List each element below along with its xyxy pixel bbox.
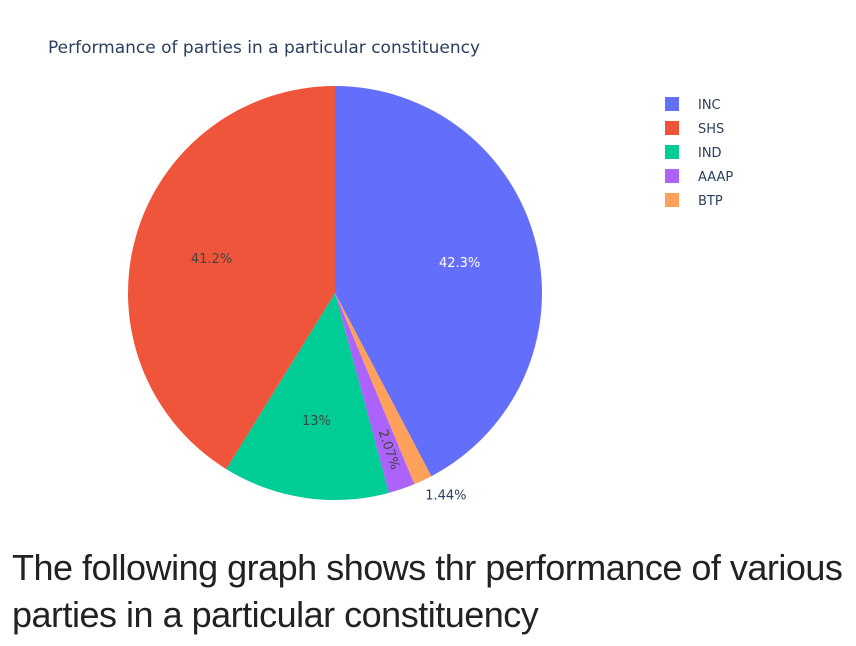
pie-slice-ind [226,293,389,500]
legend-label-ind: IND [698,146,722,161]
legend-item-aaap[interactable]: AAAP [665,169,733,185]
pie-label-shs: 41.2% [191,252,232,267]
legend-swatch-ind [665,145,679,159]
legend-swatch-shs [665,121,679,135]
legend: INC SHS IND AAAP BTP [665,97,733,209]
legend-label-btp: BTP [698,194,723,209]
chart-title: Performance of parties in a particular c… [48,38,480,58]
legend-item-btp[interactable]: BTP [665,193,723,209]
legend-label-inc: INC [698,98,721,113]
pie-label-ind: 13% [302,414,331,429]
legend-item-inc[interactable]: INC [665,97,721,113]
pie-label-inc: 42.3% [439,256,480,271]
legend-swatch-aaap [665,169,679,183]
legend-label-shs: SHS [698,122,724,137]
legend-swatch-btp [665,193,679,207]
pie-slices [128,86,542,500]
chart-caption: The following graph shows thr performanc… [12,547,843,635]
pie-slice-shs [128,86,335,470]
legend-item-ind[interactable]: IND [665,145,722,161]
pie-slice-aaap [335,293,415,493]
legend-label-aaap: AAAP [698,170,733,185]
pie-slice-inc [335,86,542,477]
pie-label-btp: 1.44% [425,488,466,503]
pie-chart: Performance of parties in a particular c… [48,38,733,503]
pie-slice-btp [335,293,432,485]
legend-item-shs[interactable]: SHS [665,121,724,137]
legend-swatch-inc [665,97,679,111]
